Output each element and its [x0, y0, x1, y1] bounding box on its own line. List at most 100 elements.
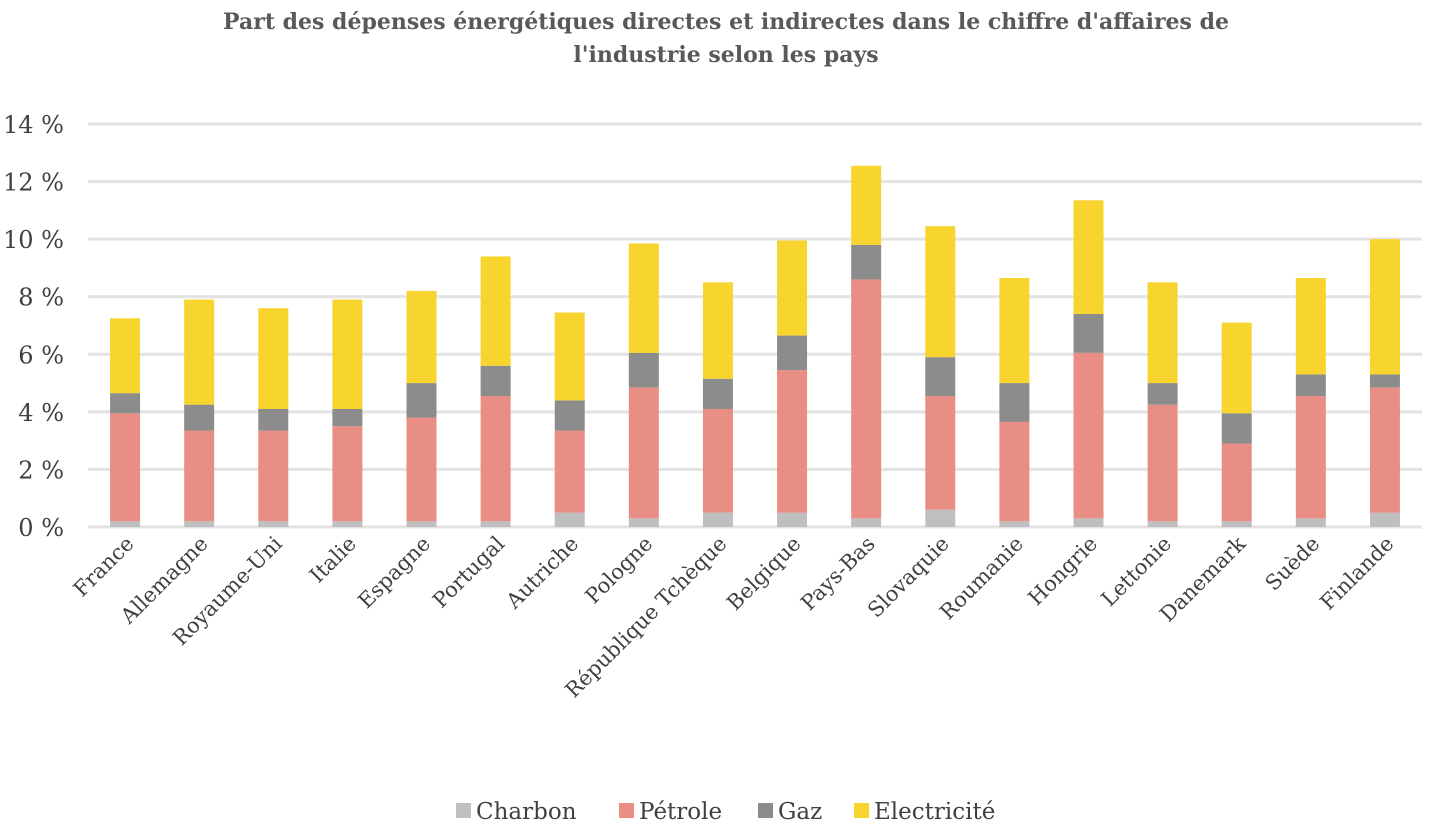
bar-stack — [628, 243, 659, 527]
y-tick-label: 8 % — [18, 284, 64, 312]
bar-segment — [406, 383, 437, 418]
bar-segment — [1073, 352, 1104, 519]
bar-segment — [1073, 313, 1104, 353]
legend-swatch — [854, 803, 869, 818]
bar-segment — [999, 278, 1030, 384]
bar-segment — [851, 165, 882, 245]
bar-segment — [702, 408, 733, 513]
bar-stack — [184, 299, 215, 527]
bar-segment — [628, 387, 659, 519]
bar-stack — [1073, 200, 1104, 527]
legend-swatch — [758, 803, 773, 818]
y-tick-label: 0 % — [18, 514, 64, 542]
bar-segment — [925, 396, 956, 510]
y-tick-label: 12 % — [3, 169, 64, 197]
y-axis-tick-labels: 0 % 2 % 4 % 6 % 8 % 10 % 12 % 14 % — [3, 111, 64, 542]
bar-segment — [1295, 518, 1326, 527]
legend-label: Electricité — [874, 799, 995, 825]
bar-segment — [332, 408, 363, 427]
bar-segment — [480, 365, 511, 397]
bar-segment — [332, 521, 363, 527]
bar-segment — [110, 413, 141, 522]
bar-segment — [258, 308, 289, 409]
bar-stack — [777, 240, 808, 527]
bar-segment — [702, 378, 733, 409]
bar-stacks — [110, 165, 1400, 527]
bar-stack — [1221, 322, 1252, 527]
legend-label: Pétrole — [639, 799, 722, 825]
x-tick-label: Suède — [1261, 532, 1325, 596]
bar-segment — [480, 396, 511, 522]
x-tick-label: Finlande — [1315, 532, 1398, 615]
bar-stack — [1369, 239, 1400, 527]
bar-segment — [1147, 282, 1178, 384]
y-tick-label: 2 % — [18, 456, 64, 484]
x-tick-label: Pologne — [581, 532, 658, 609]
bar-segment — [777, 335, 808, 371]
bar-segment — [851, 518, 882, 527]
bar-segment — [851, 279, 882, 519]
bar-segment — [1369, 512, 1400, 527]
bar-segment — [406, 290, 437, 384]
bar-segment — [628, 352, 659, 388]
bar-segment — [1147, 404, 1178, 522]
bar-stack — [554, 312, 585, 527]
legend-swatch — [456, 803, 471, 818]
bar-segment — [851, 244, 882, 280]
x-tick-label: Espagne — [353, 532, 435, 614]
bar-stack — [406, 290, 437, 527]
bar-segment — [184, 404, 215, 431]
bar-segment — [480, 521, 511, 527]
bar-segment — [480, 256, 511, 366]
y-tick-label: 14 % — [3, 111, 64, 139]
bar-segment — [1221, 413, 1252, 444]
bar-segment — [110, 521, 141, 527]
bar-segment — [702, 282, 733, 379]
x-tick-label: Belgique — [722, 532, 806, 616]
bar-segment — [1147, 521, 1178, 527]
bar-segment — [184, 430, 215, 522]
x-tick-label: Autriche — [501, 532, 583, 614]
bar-stack — [258, 308, 289, 527]
y-tick-label: 10 % — [3, 226, 64, 254]
bar-segment — [258, 521, 289, 527]
bar-segment — [1221, 322, 1252, 414]
bar-segment — [406, 417, 437, 522]
bar-stack — [110, 318, 141, 527]
x-tick-label: Italie — [305, 532, 361, 588]
bar-segment — [1221, 443, 1252, 522]
bar-segment — [1369, 374, 1400, 388]
x-tick-label: Hongrie — [1023, 532, 1102, 611]
bar-segment — [1073, 518, 1104, 527]
bar-segment — [777, 240, 808, 336]
bar-segment — [702, 512, 733, 527]
bar-segment — [258, 408, 289, 431]
bar-segment — [110, 318, 141, 394]
y-tick-label: 4 % — [18, 399, 64, 427]
x-tick-label: France — [69, 532, 139, 602]
x-tick-label: Lettonie — [1097, 532, 1177, 612]
bar-segment — [999, 421, 1030, 522]
bar-segment — [332, 299, 363, 409]
bar-segment — [925, 509, 956, 527]
bar-stack — [999, 278, 1030, 527]
bar-segment — [628, 243, 659, 353]
bar-segment — [258, 430, 289, 522]
legend-label: Gaz — [778, 799, 822, 825]
bar-segment — [1073, 200, 1104, 314]
bar-segment — [184, 299, 215, 405]
bar-segment — [777, 370, 808, 513]
bar-stack — [480, 256, 511, 527]
x-tick-label: Portugal — [428, 531, 509, 612]
bar-segment — [999, 521, 1030, 527]
bar-segment — [1147, 383, 1178, 405]
bar-segment — [925, 226, 956, 358]
bar-segment — [110, 393, 141, 414]
bar-segment — [554, 312, 585, 401]
bar-segment — [628, 518, 659, 527]
bar-segment — [554, 512, 585, 527]
bar-segment — [554, 430, 585, 513]
bar-segment — [999, 383, 1030, 422]
bar-segment — [1221, 521, 1252, 527]
